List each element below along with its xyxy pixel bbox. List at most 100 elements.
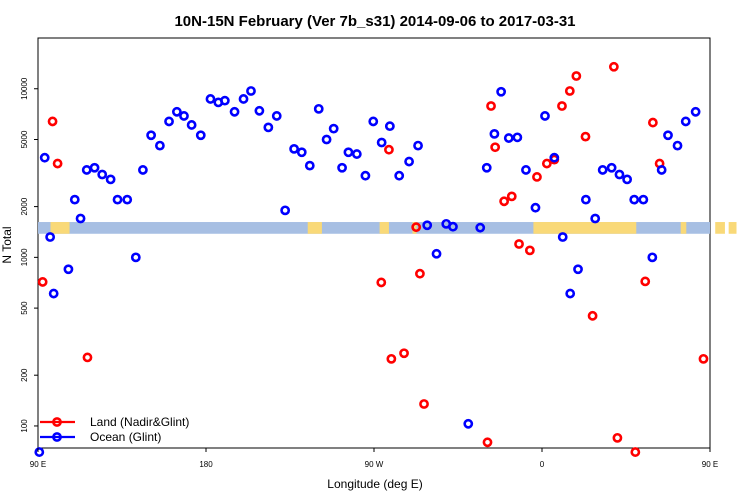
land-point <box>524 245 535 256</box>
land-point <box>419 399 429 409</box>
ocean-point <box>647 252 658 263</box>
land-point <box>411 222 422 233</box>
y-tick-label: 100 <box>20 419 29 433</box>
ocean-point <box>368 116 379 127</box>
ocean-point <box>321 134 332 145</box>
ocean-point <box>34 447 45 457</box>
ocean-point <box>130 252 141 263</box>
x-axis: 90 E 180 90 W 0 90 E <box>30 448 718 469</box>
ocean-point <box>422 220 433 231</box>
land-point <box>630 447 641 457</box>
ocean-point <box>97 169 108 180</box>
ocean-point <box>246 86 256 96</box>
land-point <box>587 310 598 321</box>
land-point <box>486 101 496 111</box>
land-point <box>482 437 493 448</box>
ocean-point <box>48 288 59 299</box>
ocean-point <box>328 123 339 134</box>
ocean-point <box>205 94 216 104</box>
land-point <box>608 61 619 72</box>
land-band-segment <box>412 222 417 234</box>
land-point <box>580 131 591 142</box>
ocean-point <box>565 288 576 299</box>
plot-frame <box>37 37 711 449</box>
land-point <box>384 144 394 155</box>
x-tick-label: 90 W <box>365 460 384 469</box>
land-band-segment <box>533 222 637 234</box>
ocean-point <box>89 162 100 173</box>
land-point <box>399 348 409 359</box>
ocean-point <box>590 213 601 224</box>
ocean-point <box>384 121 395 132</box>
ocean-point <box>656 165 667 175</box>
y-tick-label: 1000 <box>20 248 29 266</box>
land-point <box>415 268 425 279</box>
x-tick-label: 0 <box>540 460 545 469</box>
land-point <box>82 352 93 363</box>
coverage-band <box>38 222 737 234</box>
ocean-point <box>219 95 230 106</box>
y-tick-label: 2000 <box>20 197 29 215</box>
land-band-segment <box>728 222 737 234</box>
ocean-point <box>448 221 458 232</box>
ocean-point <box>254 105 265 116</box>
ocean-point <box>629 194 640 205</box>
ocean-point <box>489 128 500 139</box>
ocean-point <box>304 160 315 171</box>
land-point <box>386 353 397 364</box>
ocean-point <box>573 264 583 275</box>
ocean-point <box>122 194 133 205</box>
ocean-point <box>549 152 560 163</box>
ocean-point <box>614 169 625 180</box>
ocean-point <box>376 137 387 148</box>
ocean-point <box>63 264 74 275</box>
land-point <box>640 276 651 287</box>
land-point <box>612 432 623 443</box>
y-tick-label: 500 <box>20 301 29 315</box>
land-band-segment <box>307 222 322 234</box>
ocean-point <box>112 194 123 205</box>
land-band-segment <box>680 222 687 234</box>
ocean-point <box>39 152 50 163</box>
land-point <box>541 158 552 169</box>
ocean-point <box>343 147 354 158</box>
land-point <box>557 101 567 111</box>
ocean-point <box>229 106 240 117</box>
ocean-point <box>146 130 157 141</box>
ocean-point <box>179 111 189 121</box>
land-point <box>647 117 658 128</box>
legend-marker <box>52 417 62 427</box>
ocean-point <box>530 202 541 213</box>
legend-label: Ocean (Glint) <box>90 430 161 444</box>
land-point <box>490 142 501 153</box>
land-point <box>698 353 709 364</box>
ocean-point <box>672 140 683 151</box>
y-tick-label: 5000 <box>20 130 29 148</box>
land-point <box>499 196 510 207</box>
ocean-point <box>503 133 514 143</box>
land-point <box>37 277 48 287</box>
land-point <box>514 239 524 249</box>
ocean-point <box>540 111 550 121</box>
chart-title: 10N-15N February (Ver 7b_s31) 2014-09-06… <box>174 13 575 30</box>
land-point <box>506 191 517 202</box>
legend-label: Land (Nadir&Glint) <box>90 415 189 429</box>
ocean-point <box>638 194 649 205</box>
y-tick-label: 200 <box>20 368 29 382</box>
land-point <box>564 86 575 96</box>
ocean-point <box>313 103 324 114</box>
x-tick-label: 180 <box>199 460 213 469</box>
ocean-point <box>690 106 701 117</box>
ocean-point <box>360 170 371 181</box>
ocean-point <box>521 165 531 175</box>
land-band-segment <box>379 222 389 234</box>
ocean-point <box>663 130 673 141</box>
ocean-point <box>606 162 617 173</box>
ocean-point <box>580 194 591 205</box>
land-band-segment <box>50 222 70 234</box>
land-point <box>532 172 542 182</box>
ocean-point <box>394 170 405 181</box>
ocean-point <box>557 232 568 242</box>
ocean-point <box>680 116 691 127</box>
